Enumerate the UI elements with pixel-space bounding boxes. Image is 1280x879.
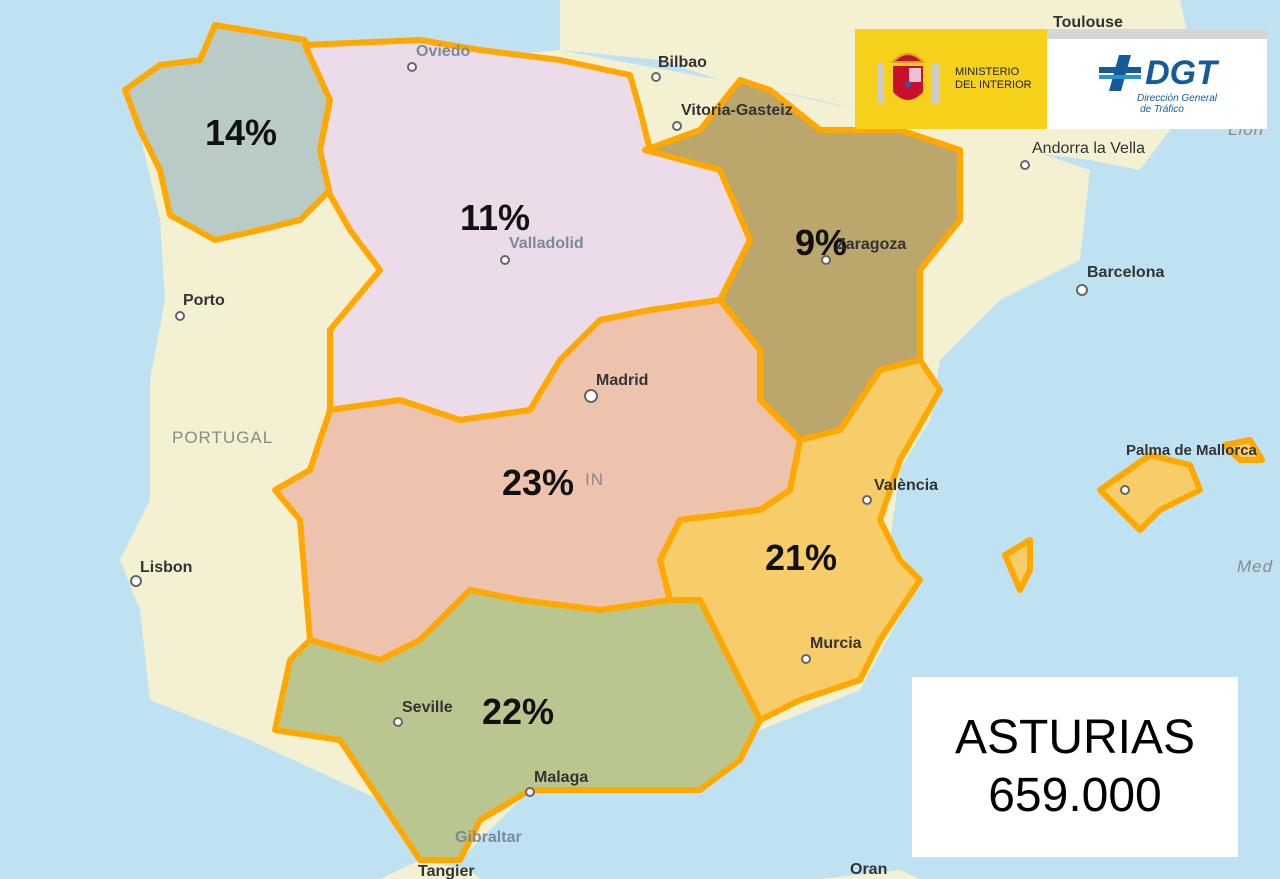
country-label-spain: IN [585, 470, 604, 489]
percent-northeast: 9% [795, 222, 847, 263]
city-seville: Seville [402, 699, 453, 716]
region-balearic-menorca[interactable] [1222, 437, 1265, 463]
city-lisbon: Lisbon [140, 559, 192, 576]
city-barcelona: Barcelona [1087, 264, 1164, 281]
country-label-portugal: PORTUGAL [172, 428, 273, 447]
city-tangier: Tangier [418, 863, 475, 879]
dgt-subtitle-2: de Tráfico [1140, 104, 1184, 115]
info-region-name: ASTURIAS [954, 711, 1196, 764]
city-murcia: Murcia [810, 635, 862, 652]
land-africa [380, 860, 920, 879]
city-vitoria: Vitoria-Gasteiz [681, 102, 793, 119]
city-gibraltar: Gibraltar [455, 829, 522, 846]
dgt-subtitle-1: Dirección General [1136, 93, 1218, 104]
dgt-logo: DGT Dirección General de Tráfico [1047, 29, 1267, 129]
city-malaga: Malaga [534, 769, 588, 786]
percent-center: 23% [502, 462, 574, 503]
percent-northwest: 14% [205, 112, 277, 153]
dgt-wordmark: DGT [1145, 53, 1217, 92]
percent-south: 22% [482, 691, 554, 732]
coat-of-arms-icon [877, 53, 939, 104]
region-east[interactable] [657, 357, 943, 723]
sea-label-med: Med [1237, 557, 1273, 576]
ministry-line-1: MINISTERIO [955, 66, 1020, 78]
dgt-cross-icon [1099, 55, 1142, 91]
city-markers [130, 62, 1130, 797]
city-valladolid: Valladolid [509, 235, 584, 252]
city-palma: Palma de Mallorca [1126, 442, 1258, 459]
percent-north: 11% [460, 197, 530, 238]
logo-banner: MINISTERIO DEL INTERIOR DGT Dirección Gen… [855, 29, 1267, 129]
region-balearic-mallorca[interactable] [1097, 452, 1203, 533]
ministry-line-2: DEL INTERIOR [955, 79, 1032, 91]
city-bilbao: Bilbao [658, 54, 707, 71]
region-info-box: ASTURIAS 659.000 [912, 677, 1238, 857]
info-value: 659.000 [988, 769, 1162, 822]
ministry-logo: MINISTERIO DEL INTERIOR [855, 29, 1047, 129]
city-valencia: València [874, 477, 938, 494]
region-balearic-ibiza[interactable] [1002, 537, 1033, 593]
city-oviedo: Oviedo [416, 43, 470, 60]
city-madrid: Madrid [596, 372, 648, 389]
city-zaragoza: Zaragoza [836, 236, 906, 253]
city-toulouse: Toulouse [1053, 14, 1123, 31]
city-andorra: Andorra la Vella [1032, 140, 1145, 157]
region-south[interactable] [272, 587, 763, 863]
city-porto: Porto [183, 292, 225, 309]
percent-east: 21% [765, 537, 837, 578]
city-oran: Oran [850, 861, 887, 878]
